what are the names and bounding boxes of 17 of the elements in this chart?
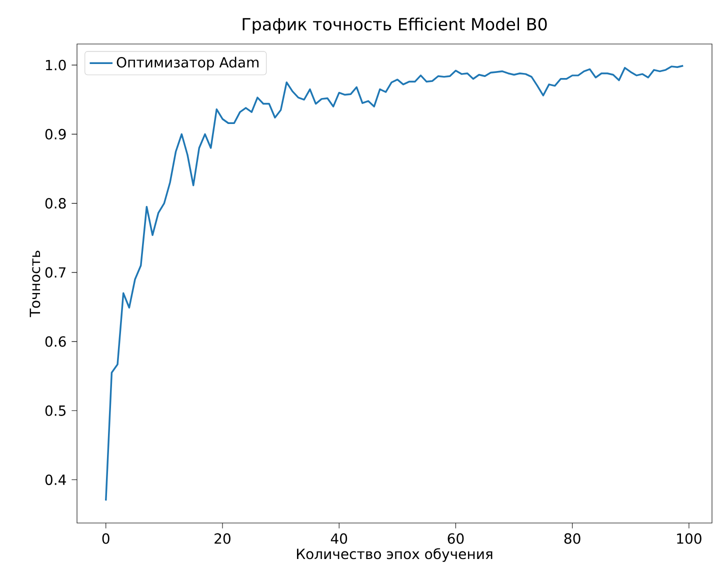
y-tick-label: 0.4 bbox=[45, 474, 66, 486]
y-axis-title: Точность bbox=[30, 250, 40, 318]
y-tick-label: 0.9 bbox=[45, 128, 66, 140]
y-tick-label: 0.6 bbox=[45, 336, 66, 347]
chart-title: График точность Efficient Model B0 bbox=[242, 18, 547, 34]
y-tick-label: 0.5 bbox=[45, 405, 66, 416]
legend-label: Оптимизатор Adam bbox=[116, 56, 258, 70]
x-tick-label: 20 bbox=[214, 533, 230, 544]
x-tick-label: 40 bbox=[330, 533, 348, 544]
x-tick-label: 0 bbox=[102, 533, 110, 544]
y-tick-label: 1.0 bbox=[46, 60, 66, 70]
x-tick-label: 100 bbox=[677, 533, 702, 544]
y-tick-label: 0.8 bbox=[45, 198, 66, 209]
y-tick-label: 0.7 bbox=[45, 267, 66, 278]
x-tick-label: 80 bbox=[564, 533, 580, 544]
x-axis-title: Количество эпох обучения bbox=[297, 548, 492, 562]
x-tick-label: 60 bbox=[448, 533, 464, 544]
